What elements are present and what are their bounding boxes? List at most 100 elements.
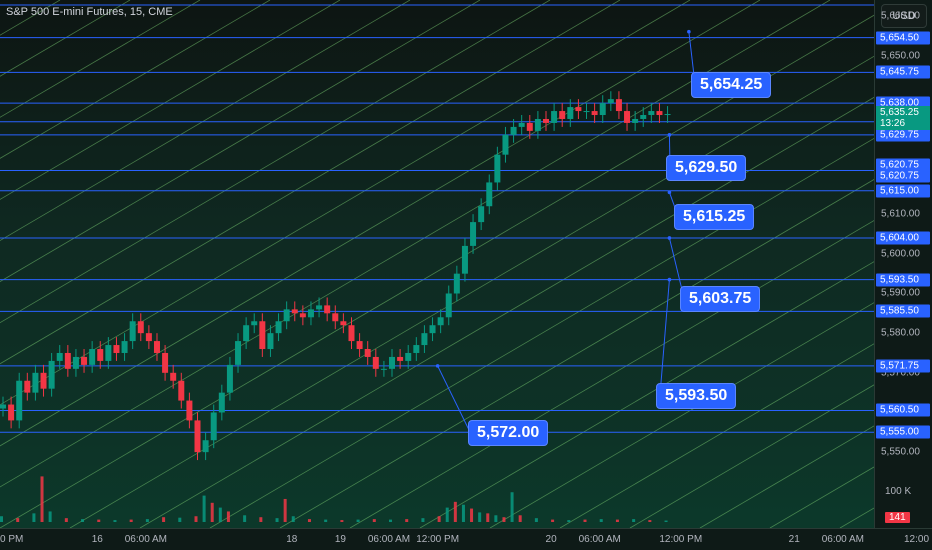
diagonal-line (0, 0, 621, 365)
candle-body (591, 111, 598, 116)
price-level-tag: 5,593.50 (876, 273, 930, 287)
callout-label[interactable]: 5,654.25 (691, 72, 772, 98)
candle-body (259, 321, 266, 350)
price-tick-label: 5,570.00 (881, 367, 920, 379)
callout-anchor (435, 364, 440, 368)
volume-bar (324, 519, 328, 522)
candle-body (607, 99, 614, 104)
diagonal-line (349, 220, 874, 528)
symbol-title[interactable]: S&P 500 E-mini Futures, 15, CME (6, 6, 173, 18)
price-plot-area[interactable] (0, 0, 874, 528)
volume-bar (437, 516, 441, 522)
candle-body (648, 111, 655, 116)
diagonal-line (559, 343, 874, 528)
volume-current-tag: 141 (885, 512, 910, 523)
candle-body (380, 368, 387, 370)
candle-body (656, 111, 663, 116)
time-axis[interactable]: 0 PM 16 06:00 AM 18 19 06:00 AM 12:00 PM 20 06:0… (0, 528, 932, 550)
price-tick-label: 5,660.00 (881, 10, 920, 22)
callout-anchor (667, 236, 672, 240)
candle-body (397, 356, 404, 361)
candle-body (615, 99, 622, 112)
volume-bar (453, 501, 457, 522)
candle-body (364, 349, 371, 357)
candle-body (461, 245, 468, 274)
volume-bar (32, 513, 36, 522)
candle-body (291, 309, 298, 314)
candle-body (186, 400, 193, 421)
candle-body (494, 154, 501, 183)
candle-body (575, 107, 582, 112)
candle-body (16, 380, 23, 421)
candle-body (599, 103, 606, 116)
candle-body (24, 380, 31, 393)
candle-body (307, 309, 314, 318)
candle-body (218, 392, 225, 413)
price-axis[interactable]: USD 5,660.00 5,650.00 5,610.00 5,600.00 5,59… (874, 0, 932, 528)
diagonal-line (279, 179, 874, 528)
price-level-tag: 5,604.00 (876, 231, 930, 245)
candle-body (81, 356, 88, 365)
candle-body (8, 404, 15, 421)
candle-body (356, 341, 363, 350)
time-tick-label: 06:00 AM (124, 534, 168, 545)
candle-body (275, 321, 282, 334)
volume-bar (16, 518, 20, 522)
callout-label[interactable]: 5,593.50 (656, 383, 737, 409)
volume-bar (81, 519, 85, 522)
callout-label[interactable]: 5,603.75 (680, 286, 761, 312)
currency-button[interactable]: USD (881, 4, 927, 28)
time-tick-label: 21 (788, 534, 800, 545)
candle-body (202, 440, 209, 453)
volume-bar (405, 519, 409, 522)
candle-body (235, 341, 242, 365)
candle-body (56, 352, 63, 361)
volume-bar (307, 519, 311, 522)
candle-body (624, 111, 631, 123)
diagonal-line (69, 55, 874, 528)
price-tick-label: 5,550.00 (881, 446, 920, 458)
callout-label[interactable]: 5,615.25 (674, 204, 755, 230)
time-tick-label: 06:00 AM (821, 534, 864, 545)
candle-body (113, 345, 120, 353)
diagonal-line (0, 0, 551, 324)
volume-bar (389, 519, 393, 522)
candle-body (453, 273, 460, 294)
candle-body (210, 412, 217, 441)
candle-body (226, 364, 233, 393)
time-tick-label: 12:00 (904, 534, 930, 545)
volume-bar (162, 517, 166, 522)
candle-body (32, 372, 39, 393)
candle-body (664, 114, 671, 116)
candle-body (413, 345, 420, 353)
candle-body (510, 126, 517, 135)
diagonal-line (0, 0, 831, 488)
volume-bar (48, 511, 52, 522)
callout-anchor (667, 277, 672, 282)
candle-body (559, 111, 566, 119)
candle-body (145, 333, 152, 342)
time-tick-label: 12:00 PM (416, 534, 460, 545)
callout-label[interactable]: 5,629.50 (666, 155, 747, 181)
diagonal-line (0, 0, 411, 241)
price-level-tag: 5,615.00 (876, 184, 930, 198)
volume-bar (178, 517, 182, 522)
volume-bar (567, 520, 571, 522)
candle-body (121, 341, 128, 353)
volume-bar (502, 517, 506, 522)
callout-label[interactable]: 5,572.00 (468, 420, 549, 446)
volume-bar (421, 518, 425, 522)
price-tick-label: 5,600.00 (881, 248, 920, 260)
candle-body (340, 321, 347, 326)
volume-bar (486, 513, 490, 522)
candle-body (251, 321, 258, 326)
candle-body (153, 341, 160, 353)
volume-bar (210, 502, 214, 522)
price-level-tag: 5,645.75 (876, 65, 930, 79)
volume-bar (202, 495, 206, 522)
volume-bar (129, 519, 133, 522)
candle-body (405, 352, 412, 361)
time-tick-label: 06:00 AM (578, 534, 621, 545)
candle-body (48, 360, 55, 389)
